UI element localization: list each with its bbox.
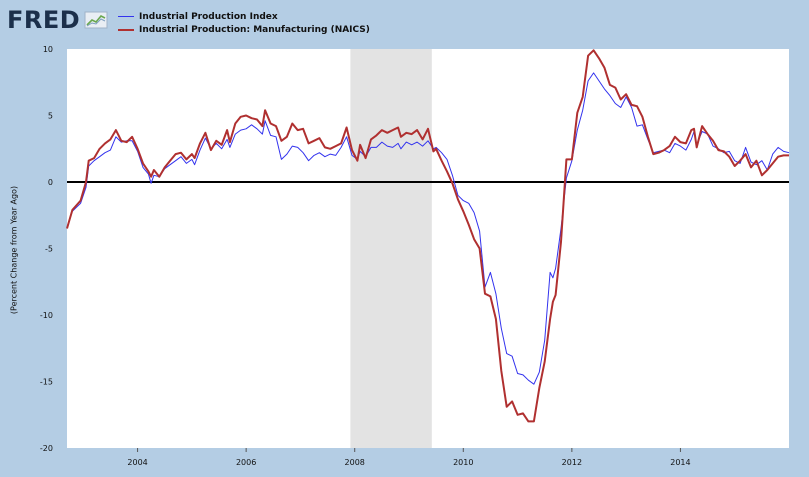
y-tick-label: -20 bbox=[40, 444, 53, 453]
y-tick-label: -15 bbox=[40, 378, 53, 387]
recession-shading bbox=[350, 49, 432, 448]
fred-brand[interactable]: FRED bbox=[7, 6, 108, 34]
chart-legend: Industrial Production Index Industrial P… bbox=[118, 10, 370, 36]
x-tick-label: 2008 bbox=[345, 458, 365, 467]
y-tick-label: 10 bbox=[43, 45, 53, 54]
legend-label-2: Industrial Production: Manufacturing (NA… bbox=[139, 24, 370, 35]
x-tick-label: 2014 bbox=[670, 458, 690, 467]
y-tick-label: 5 bbox=[48, 112, 53, 121]
legend-swatch-2 bbox=[118, 28, 134, 31]
x-tick-label: 2004 bbox=[127, 458, 147, 467]
legend-item-2: Industrial Production: Manufacturing (NA… bbox=[118, 23, 370, 36]
series-line-1 bbox=[66, 72, 790, 385]
legend-swatch-1 bbox=[118, 16, 134, 17]
y-tick-label: -10 bbox=[40, 311, 53, 320]
x-tick-label: 2006 bbox=[236, 458, 256, 467]
x-tick-label: 2012 bbox=[562, 458, 582, 467]
legend-label-1: Industrial Production Index bbox=[139, 11, 278, 22]
y-tick-label: 0 bbox=[48, 178, 53, 187]
y-tick-label: -5 bbox=[45, 245, 53, 254]
series-line-2 bbox=[66, 49, 789, 423]
fred-logo-text: FRED bbox=[7, 6, 81, 34]
x-tick-label: 2010 bbox=[453, 458, 473, 467]
fred-chart-logo-icon bbox=[84, 11, 108, 29]
legend-item-1: Industrial Production Index bbox=[118, 10, 370, 23]
